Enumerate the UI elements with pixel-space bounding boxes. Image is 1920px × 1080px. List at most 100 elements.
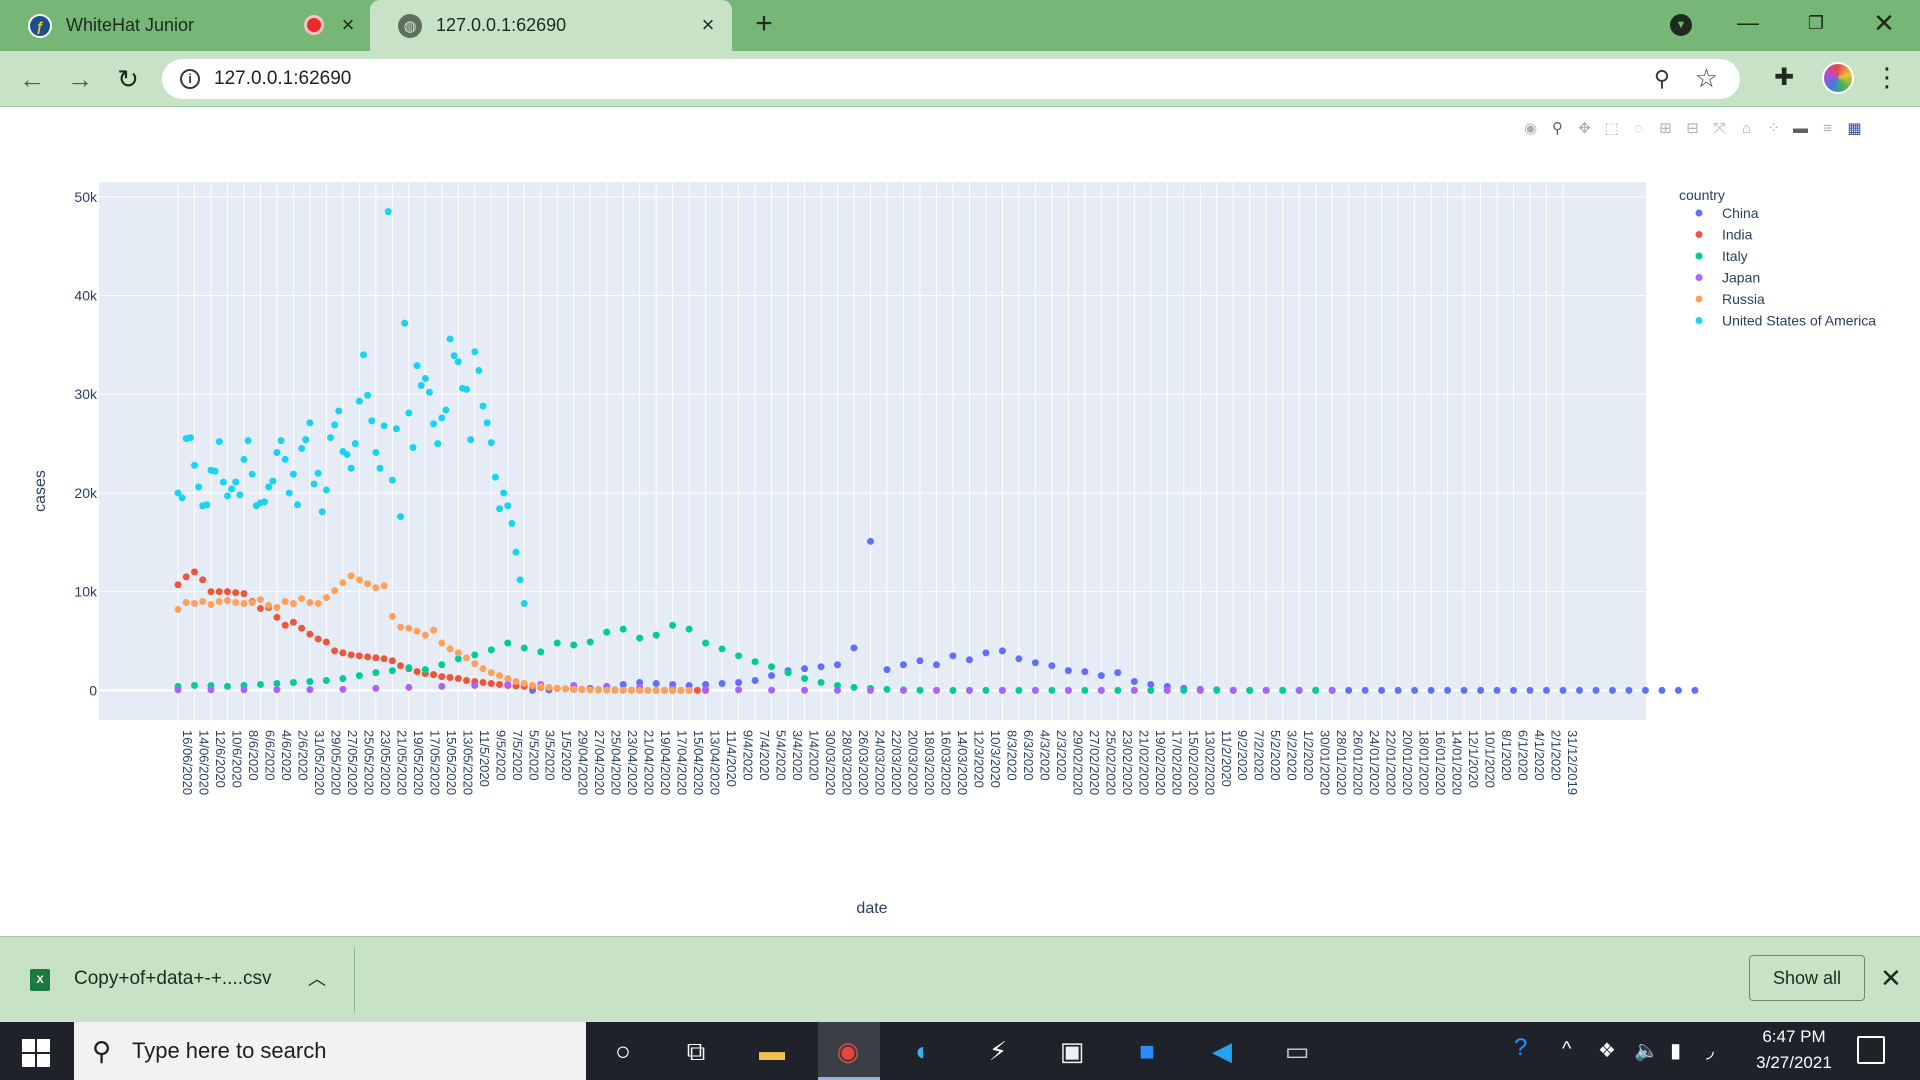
microsoft-store-icon[interactable]: ▣ (1059, 1036, 1085, 1066)
kebab-menu-icon[interactable]: ⋮ (1874, 62, 1900, 92)
data-point-united-states-of-america (430, 420, 438, 428)
zoom-icon[interactable]: ⚲ (1552, 120, 1563, 137)
tab-whitehat-junior[interactable]: ƒ WhiteHat Junior × (0, 0, 370, 51)
data-point-japan (702, 685, 710, 693)
data-point-italy (1015, 686, 1023, 694)
data-point-china (1048, 662, 1056, 670)
x-tick-label: 2/6/2020 (295, 730, 310, 781)
restore-button[interactable]: ❐ (1807, 13, 1825, 33)
camera-icon[interactable]: ◉ (1523, 120, 1538, 137)
close-tab-icon[interactable]: × (341, 12, 355, 37)
hover-compare-icon[interactable]: ≡ (1823, 120, 1832, 137)
close-tab-icon[interactable]: × (701, 12, 715, 37)
extensions-puzzle-icon[interactable]: ✚ (1774, 64, 1795, 91)
clock-date[interactable]: 3/27/2021 (1756, 1053, 1832, 1072)
url-text[interactable]: 127.0.0.1:62690 (214, 68, 352, 89)
x-tick-label: 28/03/2020 (840, 730, 855, 795)
zoom-icon[interactable]: ■ (1139, 1036, 1155, 1066)
data-point-russia (182, 599, 190, 607)
profile-avatar[interactable] (1822, 62, 1854, 94)
x-tick-label: 30/03/2020 (823, 730, 838, 795)
hover-closest-icon[interactable]: ▬ (1793, 120, 1808, 137)
clock-time[interactable]: 6:47 PM (1762, 1027, 1826, 1046)
x-tick-label: 16/01/2020 (1433, 730, 1448, 795)
box-select-icon[interactable]: ⬚ (1604, 120, 1619, 137)
notification-center-icon[interactable] (1857, 1036, 1885, 1064)
edge-icon[interactable]: ◐ (915, 1036, 931, 1066)
legend-marker (1695, 274, 1703, 281)
download-shelf: X Copy+of+data+-+....csv ︿ Show all ✕ (0, 936, 1920, 1022)
tab-localhost[interactable]: ◍ 127.0.0.1:62690 × (370, 0, 732, 51)
plotly-logo-icon[interactable]: ▦ (1847, 120, 1862, 137)
site-info-icon[interactable]: i (180, 69, 200, 89)
zoom-magnifier-icon[interactable]: ⚲ (1653, 66, 1670, 91)
data-point-india (322, 638, 330, 646)
minimize-button[interactable]: — (1737, 10, 1759, 35)
tab-search-icon[interactable]: ▼ (1670, 14, 1692, 36)
file-explorer-icon[interactable]: ▬ (759, 1036, 785, 1066)
x-tick-label: 21/02/2020 (1136, 730, 1151, 795)
data-point-china (916, 657, 924, 665)
y-axis-label: cases (32, 470, 49, 512)
back-arrow-icon[interactable]: ← (19, 64, 45, 94)
forward-arrow-icon[interactable]: → (67, 64, 93, 94)
data-point-russia (636, 686, 644, 694)
data-point-russia (314, 600, 322, 608)
zoom-in-icon[interactable]: ⊞ (1659, 120, 1672, 137)
legend-marker (1695, 317, 1703, 324)
data-point-russia (479, 665, 487, 673)
vscode-icon[interactable]: ◀ (1212, 1036, 1232, 1066)
close-shelf-icon[interactable]: ✕ (1880, 963, 1902, 993)
show-all-button[interactable]: Show all (1749, 955, 1865, 1001)
data-point-russia (463, 654, 471, 662)
data-point-united-states-of-america (190, 461, 198, 469)
taskbar-search-box[interactable]: ⚲ Type here to search (74, 1022, 586, 1080)
address-bar[interactable]: i 127.0.0.1:62690 ⚲ ☆ (162, 59, 1740, 99)
x-tick-label: 11/2/2020 (1219, 730, 1234, 787)
task-view-icon[interactable]: ⧉ (686, 1036, 706, 1066)
x-tick-label: 31/12/2019 (1565, 730, 1580, 795)
wifi-icon[interactable]: ◞ (1706, 1040, 1714, 1062)
data-point-united-states-of-america (195, 483, 203, 491)
data-point-russia (256, 596, 264, 604)
chevron-up-icon[interactable]: ^ (1562, 1038, 1572, 1060)
reload-icon[interactable]: ↻ (117, 64, 139, 94)
microphone-icon[interactable]: ▮ (1670, 1040, 1682, 1062)
data-point-united-states-of-america (401, 319, 409, 327)
volume-icon[interactable]: 🔈 (1634, 1040, 1659, 1062)
data-point-italy (817, 678, 825, 686)
data-point-united-states-of-america (236, 491, 244, 499)
app-icon[interactable]: ⚡ (988, 1036, 1008, 1066)
terminal-icon[interactable]: ▭ (1284, 1036, 1310, 1066)
chevron-up-icon[interactable]: ︿ (308, 969, 326, 989)
window-close-button[interactable]: ✕ (1873, 8, 1895, 38)
pan-icon[interactable]: ✥ (1578, 120, 1591, 137)
data-point-japan (438, 682, 446, 690)
chrome-active-indicator (818, 1022, 880, 1080)
data-point-russia (528, 681, 536, 689)
data-point-united-states-of-america (289, 470, 297, 478)
windows-start-button[interactable] (14, 1036, 56, 1068)
dropbox-icon[interactable]: ❖ (1598, 1040, 1616, 1062)
new-tab-button[interactable]: + (755, 7, 773, 40)
lasso-select-icon[interactable]: ◌ (1634, 120, 1643, 137)
help-icon[interactable]: ? (1514, 1034, 1528, 1061)
chrome-icon[interactable]: ◉ (836, 1036, 860, 1066)
autoscale-icon[interactable]: ⤧ (1713, 120, 1726, 137)
cortana-icon[interactable]: ○ (615, 1036, 631, 1066)
zoom-out-icon[interactable]: ⊟ (1686, 120, 1699, 137)
data-point-italy (471, 651, 479, 659)
spike-lines-icon[interactable]: ⁘ (1767, 120, 1780, 137)
y-tick-label: 30k (74, 386, 98, 402)
data-point-china (801, 665, 809, 673)
download-file-name[interactable]: Copy+of+data+-+....csv (74, 968, 272, 989)
x-tick-label: 25/04/2020 (609, 730, 624, 795)
data-point-italy (1246, 686, 1254, 694)
x-tick-labels: 16/06/2020 14/06/2020 12/6/2020 10/6/2020 8/… (180, 730, 1580, 795)
bookmark-star-icon[interactable]: ☆ (1694, 63, 1718, 93)
data-point-china (1064, 667, 1072, 675)
data-point-italy (735, 652, 743, 660)
y-tick-label: 10k (74, 584, 98, 600)
data-point-russia (421, 631, 429, 639)
reset-axes-icon[interactable]: ⌂ (1741, 120, 1752, 137)
